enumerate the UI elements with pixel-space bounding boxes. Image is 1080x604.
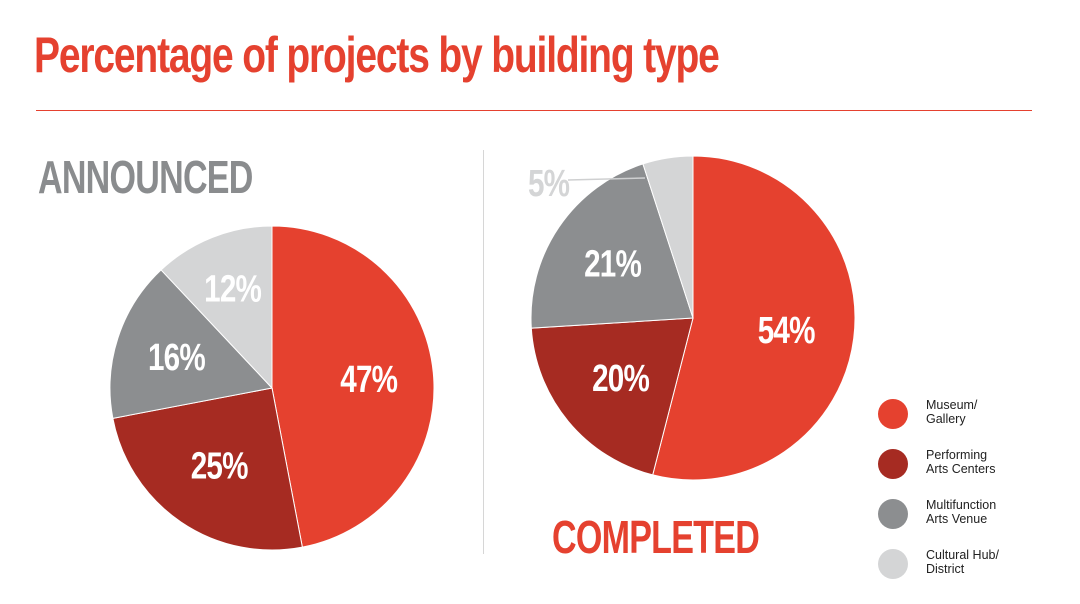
legend-swatch-multifunction [878,499,908,529]
completed-callout-line [567,177,646,181]
completed-slice-performing [530,317,694,476]
chart-title: Percentage of projects by building type [34,27,720,83]
completed-label-museum: 54% [758,309,815,351]
legend-label-multifunction: Multifunction Arts Venue [926,498,997,526]
announced-label-performing: 25% [191,445,248,487]
completed-slice-museum [652,155,856,481]
completed-slice-multifunction [530,163,694,329]
legend-label-museum: Museum/ Gallery [926,398,978,426]
section-divider [483,150,484,554]
announced-slice-museum [271,225,435,548]
announced-label-cultural: 12% [204,268,261,310]
legend-label-performing: Performing Arts Centers [926,448,996,476]
completed-label-multifunction: 21% [584,243,641,285]
legend-swatch-museum [878,399,908,429]
legend-swatch-cultural [878,549,908,579]
announced-slice-performing [112,387,303,551]
announced-title: ANNOUNCED [38,151,253,203]
completed-label-performing: 20% [592,357,649,399]
announced-label-multifunction: 16% [148,337,205,379]
completed-label-cultural: 5% [528,163,570,205]
announced-slice-multifunction [109,269,273,419]
completed-slice-cultural [642,155,694,319]
completed-pie: 54% 20% 21% 5% [528,155,856,481]
legend-swatch-performing [878,449,908,479]
legend-label-cultural: Cultural Hub/ District [926,548,999,576]
announced-slice-cultural [160,225,273,390]
announced-pie: 47% 25% 16% 12% [109,225,435,551]
title-rule [36,110,1032,111]
completed-title: COMPLETED [552,511,760,563]
announced-label-museum: 47% [340,358,397,400]
